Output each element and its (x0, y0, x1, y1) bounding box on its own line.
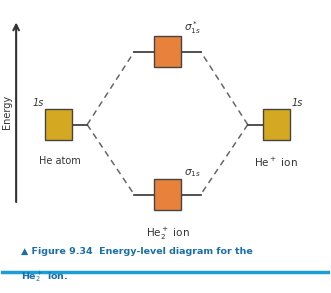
Text: He$_2^+$ ion: He$_2^+$ ion (146, 226, 189, 242)
Text: $\sigma^*_{1s}$: $\sigma^*_{1s}$ (184, 19, 200, 36)
Text: $\sigma_{1s}$: $\sigma_{1s}$ (184, 167, 200, 179)
Text: Energy: Energy (2, 95, 12, 129)
Bar (45, 109, 72, 140)
Text: 1s: 1s (32, 98, 44, 108)
Text: He atom: He atom (39, 156, 80, 166)
Text: 1s: 1s (291, 98, 303, 108)
Text: ▲ Figure 9.34  Energy-level diagram for the: ▲ Figure 9.34 Energy-level diagram for t… (21, 247, 253, 256)
Bar (262, 109, 290, 140)
Text: He$_2^+$ ion.: He$_2^+$ ion. (21, 269, 69, 284)
Text: He$^+$ ion: He$^+$ ion (254, 156, 298, 169)
Bar (154, 36, 181, 67)
Bar (154, 179, 181, 210)
